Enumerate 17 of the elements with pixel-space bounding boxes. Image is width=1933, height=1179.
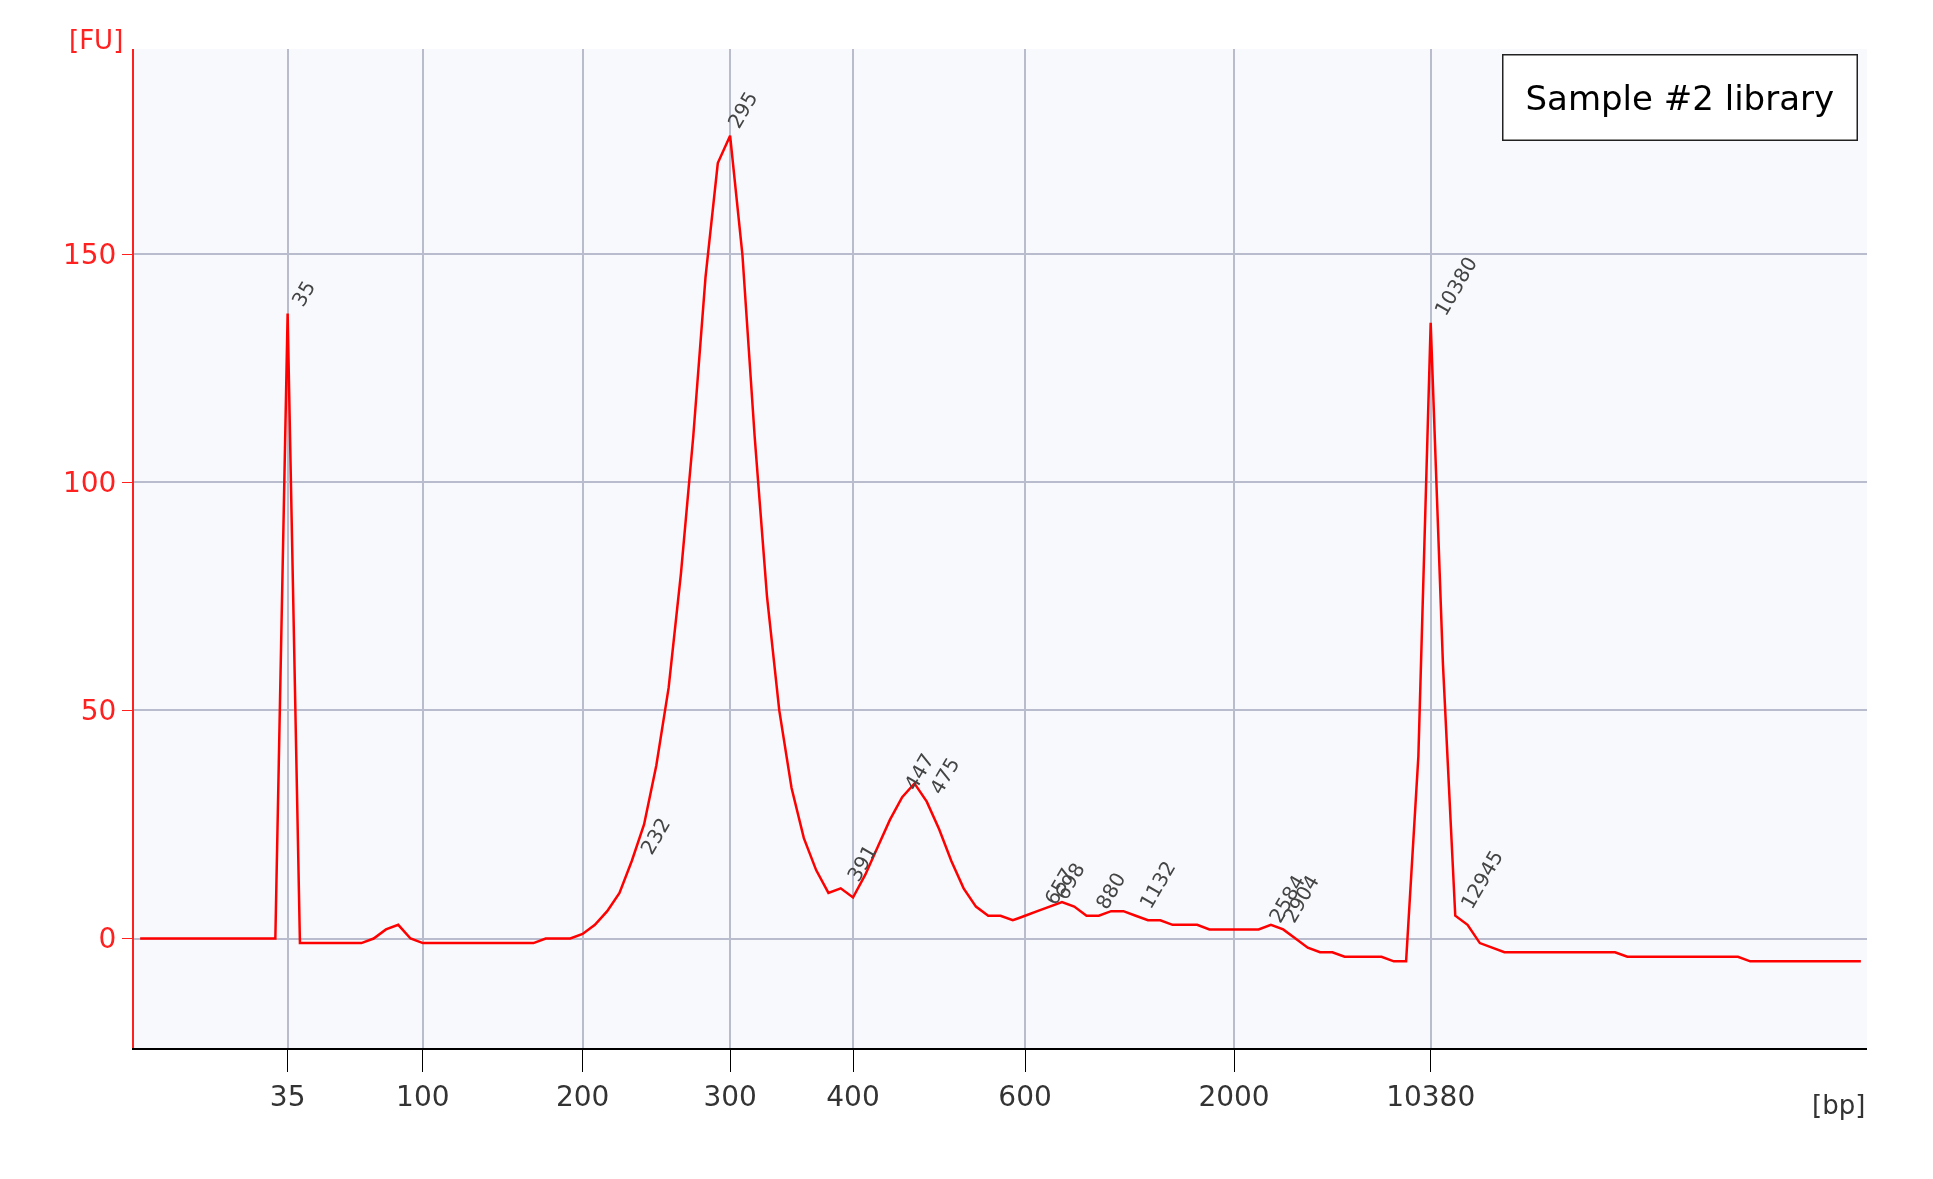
annotation: 35 xyxy=(286,276,321,311)
x-tick-label: 100 xyxy=(396,1079,450,1113)
x-tick-label: 300 xyxy=(703,1079,757,1113)
x-tick-label: 400 xyxy=(826,1079,880,1113)
y-axis-title: [FU] xyxy=(69,25,124,55)
x-tick-label: 600 xyxy=(998,1079,1052,1113)
line-series xyxy=(138,134,1863,963)
x-axis-title: [bp] xyxy=(1812,1090,1866,1120)
y-tick-label: 0 xyxy=(98,922,117,956)
x-tick-label: 10380 xyxy=(1386,1079,1476,1113)
y-tick-label: 100 xyxy=(62,466,117,500)
y-tick-label: 150 xyxy=(62,238,117,272)
x-tick-label: 200 xyxy=(555,1079,610,1113)
x-tick-label: 2000 xyxy=(1198,1079,1270,1113)
y-tick-label: 50 xyxy=(80,694,117,728)
x-tick-label: 35 xyxy=(269,1079,306,1113)
text: Sample #2 library xyxy=(1525,77,1835,118)
